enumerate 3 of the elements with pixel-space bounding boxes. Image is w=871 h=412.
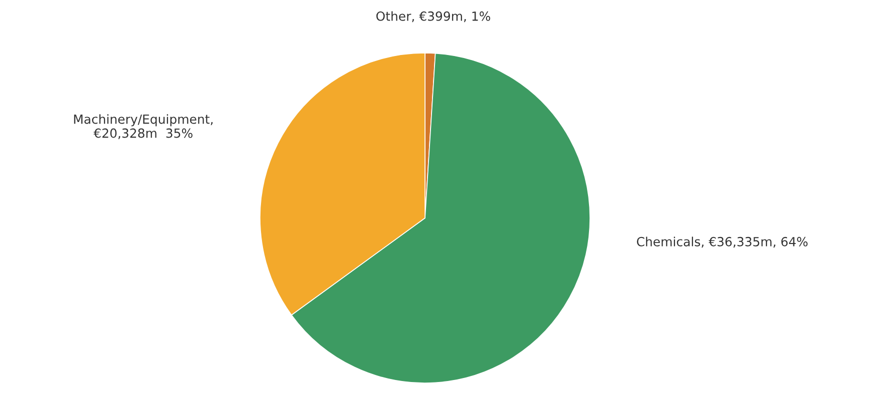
slice-label: Machinery/Equipment, €20,328m 35% — [74, 114, 213, 140]
slice-label: Other, €399m, 1% — [376, 11, 490, 22]
slice-label: Chemicals, €36,335m, 64% — [636, 236, 808, 248]
